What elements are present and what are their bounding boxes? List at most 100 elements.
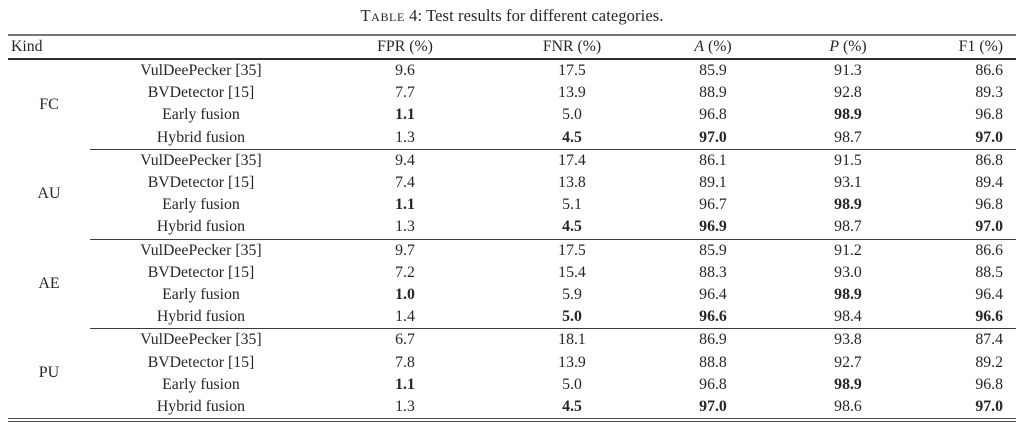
col-header-fnr-label: FNR	[542, 38, 574, 55]
method-cell: Hybrid fusion	[89, 216, 312, 240]
value-cell: 85.9	[699, 241, 727, 259]
value-cell: 86.6	[975, 62, 1003, 80]
table-caption-text: 4: Test results for different categories…	[404, 6, 664, 25]
table-row: BVDetector [15] 7.8 13.9 88.8 92.7 89.2	[8, 351, 1016, 373]
col-header-f1-label: F1	[958, 38, 976, 55]
method-cell: BVDetector [15]	[147, 353, 255, 371]
table-row: BVDetector [15] 7.2 15.4 88.3 93.0 88.5	[8, 262, 1016, 284]
table-row: BVDetector [15] 7.7 13.9 88.9 92.8 89.3	[8, 82, 1016, 104]
method-cell: VulDeePecker [35]	[140, 151, 262, 169]
col-header-f1-unit: (%)	[979, 38, 1003, 55]
value-cell: 97.0	[916, 126, 1016, 150]
value-cell: 7.7	[395, 84, 415, 102]
col-header-fnr: FNR (%)	[498, 35, 646, 60]
col-header-fpr: FPR (%)	[312, 35, 498, 60]
table-row: Hybrid fusion 1.3 4.5 97.0 98.6 97.0	[8, 396, 1016, 420]
value-cell: 97.0	[699, 397, 727, 415]
value-cell: 89.4	[975, 174, 1003, 192]
col-header-fpr-unit: (%)	[409, 38, 433, 55]
value-cell: 96.6	[646, 306, 780, 330]
value-cell: 1.1	[395, 196, 415, 214]
value-cell: 91.5	[834, 151, 862, 169]
value-cell: 89.1	[699, 174, 727, 192]
table-header: Kind FPR (%) FNR (%) A (%) P (%) F1 (%)	[7, 35, 1016, 60]
value-cell: 98.9	[834, 106, 862, 124]
value-cell: 98.9	[834, 196, 862, 214]
value-cell: 9.4	[395, 151, 415, 169]
value-cell: 1.1	[395, 106, 415, 124]
value-cell: 96.9	[646, 216, 780, 240]
value-cell: 88.8	[699, 353, 727, 371]
value-cell: 13.9	[558, 353, 586, 371]
table-caption-label: Table	[360, 6, 405, 25]
results-table: Kind FPR (%) FNR (%) A (%) P (%) F1 (%) …	[7, 34, 1016, 422]
value-cell: 5.9	[562, 285, 582, 303]
value-cell: 96.4	[975, 285, 1003, 303]
value-cell: 96.8	[975, 106, 1003, 124]
table-row: Hybrid fusion 1.3 4.5 96.9 98.7 97.0	[8, 216, 1016, 240]
method-cell: BVDetector [15]	[147, 174, 255, 192]
value-cell: 15.4	[558, 263, 586, 281]
table-row: Early fusion 1.1 5.0 96.8 98.9 96.8	[8, 374, 1016, 396]
table-row: Early fusion 1.0 5.9 96.4 98.9 96.4	[8, 284, 1016, 306]
method-cell: Early fusion	[162, 196, 240, 214]
value-cell: 93.8	[834, 331, 862, 349]
value-cell: 1.4	[312, 306, 498, 330]
value-cell: 9.7	[395, 241, 415, 259]
value-cell: 96.6	[916, 306, 1016, 330]
value-cell: 7.8	[395, 353, 415, 371]
col-header-f1: F1 (%)	[916, 35, 1016, 60]
table-row: Early fusion 1.1 5.1 96.7 98.9 96.8	[8, 194, 1016, 216]
method-cell: Early fusion	[162, 375, 240, 393]
kind-cell: PU	[38, 364, 60, 382]
value-cell: 98.4	[780, 306, 916, 330]
value-cell: 91.2	[834, 241, 862, 259]
value-cell: 96.8	[699, 375, 727, 393]
value-cell: 96.8	[975, 196, 1003, 214]
table-row: FC VulDeePecker [35] 9.6 17.5 85.9 91.3 86.6	[8, 59, 1016, 113]
table-row: Early fusion 1.1 5.0 96.8 98.9 96.8	[8, 104, 1016, 126]
value-cell: 13.9	[558, 84, 586, 102]
value-cell: 97.0	[975, 397, 1003, 415]
col-header-accuracy: A (%)	[646, 35, 780, 60]
table-row: Hybrid fusion 1.3 4.5 97.0 98.7 97.0	[8, 126, 1016, 150]
value-cell: 93.1	[834, 174, 862, 192]
table-row: AE VulDeePecker [35] 9.7 17.5 85.9 91.2 86.6	[8, 239, 1016, 292]
value-cell: 88.9	[699, 84, 727, 102]
value-cell: 17.5	[558, 62, 586, 80]
col-header-fnr-unit: (%)	[577, 38, 602, 55]
value-cell: 7.2	[395, 263, 415, 281]
value-cell: 96.8	[699, 106, 727, 124]
value-cell: 97.0	[916, 216, 1016, 240]
value-cell: 92.8	[834, 84, 862, 102]
value-cell: 1.0	[395, 285, 415, 303]
value-cell: 86.6	[975, 241, 1003, 259]
kind-cell: AE	[38, 274, 60, 292]
method-cell: Early fusion	[162, 285, 240, 303]
value-cell: 7.4	[395, 174, 415, 192]
value-cell: 1.3	[395, 397, 415, 415]
value-cell: 1.3	[312, 216, 498, 240]
value-cell: 98.6	[834, 397, 862, 415]
value-cell: 98.7	[780, 126, 916, 150]
value-cell: 1.3	[312, 126, 498, 150]
value-cell: 86.1	[699, 151, 727, 169]
table-row: PU VulDeePecker [35] 6.7 18.1 86.9 93.8 87.4	[8, 329, 1016, 381]
value-cell: 5.1	[562, 196, 582, 214]
value-cell: 4.5	[498, 216, 646, 240]
method-cell: Early fusion	[162, 106, 240, 124]
value-cell: 91.3	[834, 62, 862, 80]
col-header-fpr-label: FPR	[377, 38, 406, 55]
value-cell: 5.0	[562, 375, 582, 393]
value-cell: 93.0	[834, 263, 862, 281]
col-header-precision-label: P	[829, 38, 839, 55]
value-cell: 98.9	[834, 285, 862, 303]
method-cell: Hybrid fusion	[156, 397, 246, 415]
table-row: AU VulDeePecker [35] 9.4 17.4 86.1 91.5 86.8	[8, 149, 1016, 202]
table-row: Hybrid fusion 1.4 5.0 96.6 98.4 96.6	[8, 306, 1016, 330]
method-cell: Hybrid fusion	[89, 126, 312, 150]
value-cell: 9.6	[395, 62, 415, 80]
value-cell: 4.5	[562, 397, 582, 415]
value-cell: 6.7	[395, 331, 415, 349]
table-caption: Table 4: Test results for different cate…	[0, 0, 1024, 25]
